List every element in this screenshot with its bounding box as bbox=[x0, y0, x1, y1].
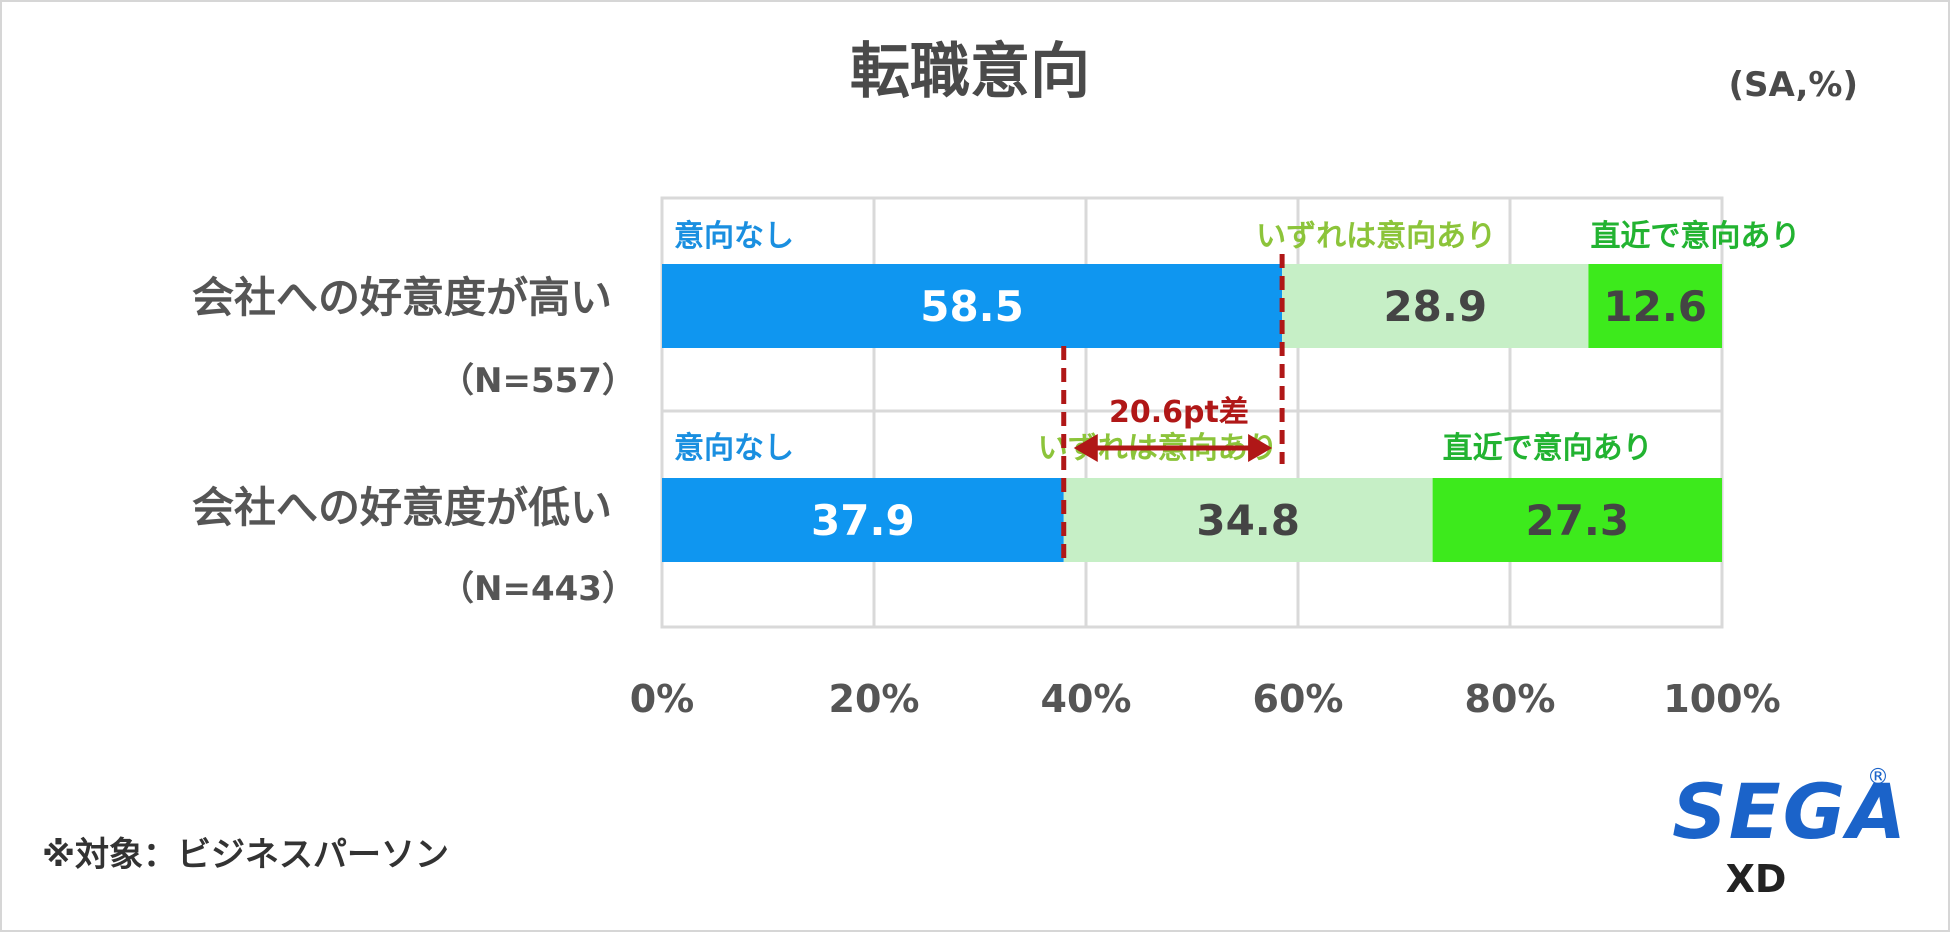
x-tick-label: 40% bbox=[1041, 677, 1132, 721]
bar-segment bbox=[662, 478, 1064, 562]
category-label: 会社への好意度が低い bbox=[192, 483, 612, 532]
data-label: 28.9 bbox=[1383, 282, 1487, 331]
logo-sub: XD bbox=[1726, 857, 1787, 901]
arrow-right-icon bbox=[1248, 434, 1273, 462]
series-label: 意向なし bbox=[674, 431, 794, 466]
data-label: 37.9 bbox=[811, 496, 915, 545]
category-n-label: （N=557） bbox=[440, 361, 636, 401]
x-tick-label: 0% bbox=[630, 677, 695, 721]
chart-title: 転職意向 bbox=[850, 37, 1090, 107]
series-label: いずれは意向あり bbox=[1256, 219, 1496, 254]
sega-xd-logo: SEGA ® XD bbox=[1672, 765, 1908, 901]
series-label: 直近で意向あり bbox=[1590, 219, 1800, 254]
arrow-left-icon bbox=[1073, 434, 1098, 462]
unit-note: (SA,%) bbox=[1729, 65, 1859, 105]
annotation-label: 20.6pt差 bbox=[1109, 395, 1249, 430]
series-label: 意向なし bbox=[674, 219, 794, 254]
bar-segment bbox=[1282, 264, 1589, 348]
bar-segment bbox=[1063, 478, 1433, 562]
category-n-label: （N=443） bbox=[440, 569, 636, 609]
data-label: 58.5 bbox=[920, 282, 1024, 331]
data-label: 34.8 bbox=[1196, 496, 1300, 545]
x-tick-label: 60% bbox=[1253, 677, 1344, 721]
x-tick-label: 80% bbox=[1465, 677, 1556, 721]
x-tick-label: 20% bbox=[829, 677, 920, 721]
series-label: 直近で意向あり bbox=[1443, 431, 1653, 466]
x-tick-label: 100% bbox=[1663, 677, 1780, 721]
registered-mark-icon: ® bbox=[1867, 765, 1889, 790]
category-label: 会社への好意度が高い bbox=[192, 273, 612, 322]
bar-segment bbox=[1588, 264, 1722, 348]
bar-segment bbox=[1432, 478, 1722, 562]
logo-main: SEGA bbox=[1672, 767, 1908, 856]
bar-segment bbox=[662, 264, 1283, 348]
data-label: 27.3 bbox=[1525, 496, 1629, 545]
data-label: 12.6 bbox=[1603, 282, 1707, 331]
footnote: ※対象：ビジネスパーソン bbox=[42, 835, 449, 875]
plot-area: 0% 20% 40% 60% 80% 100% 会社への好意度が高い （N=557） 会社への好… bbox=[192, 196, 1800, 721]
